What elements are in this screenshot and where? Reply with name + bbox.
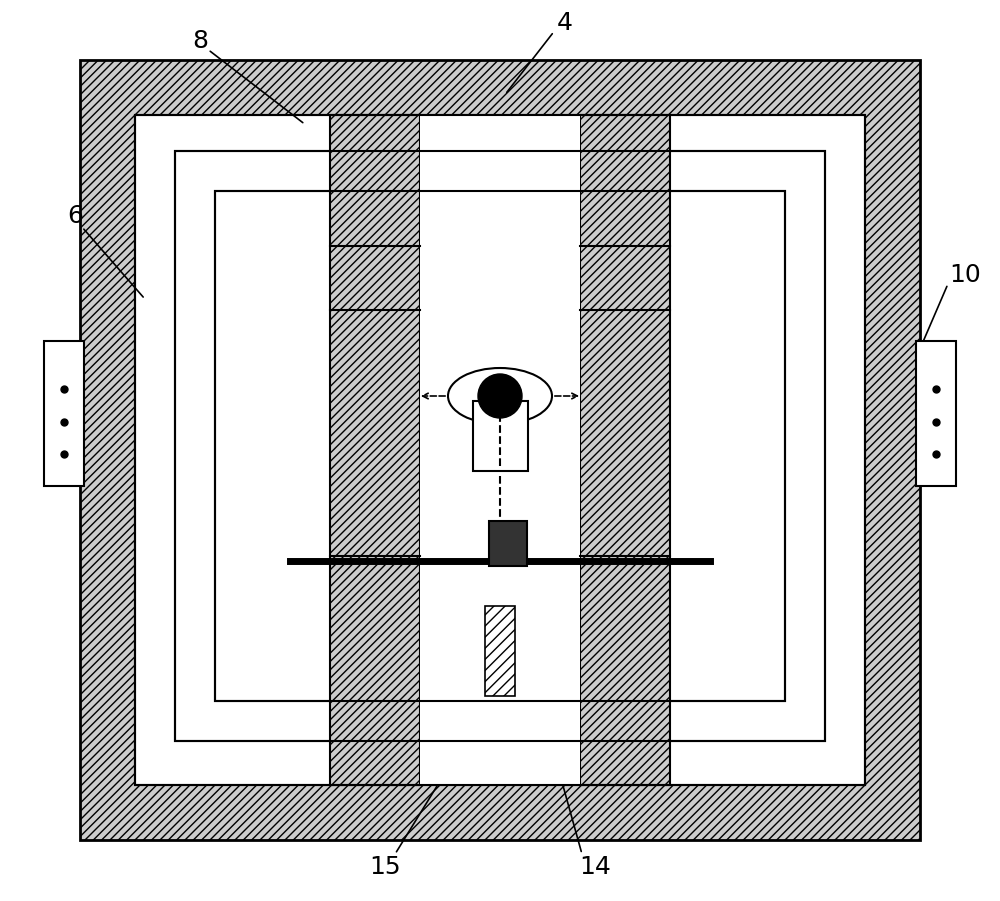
Bar [473, 401, 528, 471]
Bar [489, 521, 527, 566]
Bar [80, 60, 920, 840]
Bar [135, 115, 865, 785]
Bar [580, 115, 670, 785]
Bar [485, 606, 515, 696]
Ellipse shape [448, 368, 552, 424]
Bar [175, 151, 825, 741]
Bar [44, 341, 84, 486]
Text: 4: 4 [557, 11, 573, 34]
Text: 8: 8 [192, 29, 208, 52]
Bar [215, 191, 785, 701]
Bar [330, 115, 420, 785]
Bar [135, 115, 865, 785]
Circle shape [478, 374, 522, 418]
Bar [916, 341, 956, 486]
Bar [175, 151, 825, 741]
Text: 6: 6 [67, 205, 83, 228]
Bar [420, 115, 580, 785]
Bar [215, 191, 785, 701]
Text: 15: 15 [369, 855, 401, 878]
Text: 14: 14 [579, 855, 611, 878]
Text: 10: 10 [949, 263, 981, 287]
